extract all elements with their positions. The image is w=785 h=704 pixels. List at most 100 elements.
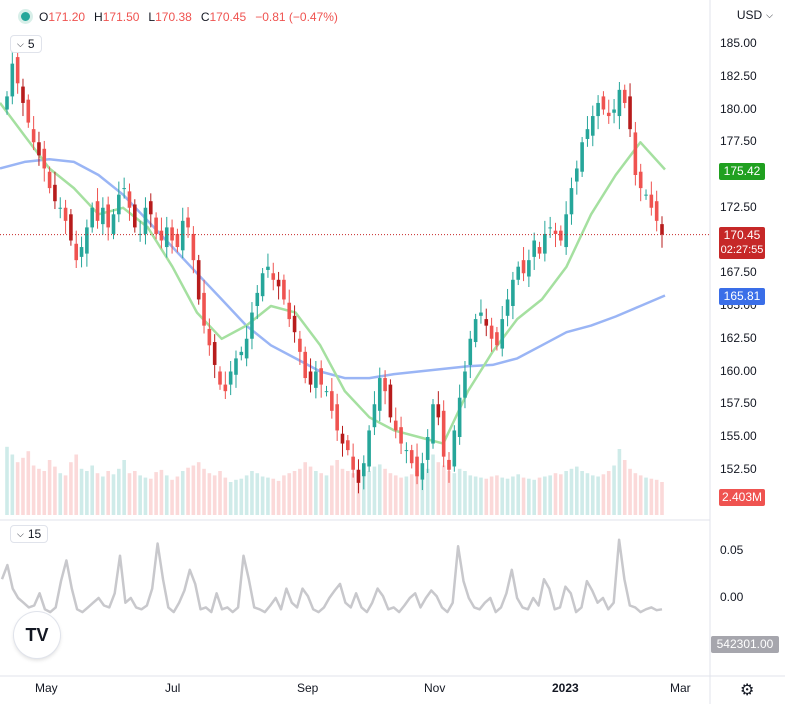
candle-body [585, 129, 590, 139]
candle-body [133, 204, 137, 228]
volume-bar [42, 471, 47, 515]
candle-body [452, 430, 457, 467]
candle-body [276, 279, 281, 287]
volume-bar [431, 454, 435, 515]
volume-bar [250, 471, 254, 515]
volume-bar [196, 462, 201, 515]
open-value: 171.20 [48, 9, 86, 24]
volume-bar [425, 468, 430, 515]
candle-body [335, 404, 339, 431]
candle-body [196, 260, 201, 300]
sub-value-tag: 542301.00 [711, 636, 779, 653]
volume-bar [511, 476, 515, 515]
countdown-value: 02:27:55 [720, 244, 764, 256]
candle-body [367, 430, 371, 467]
open-label: O [39, 9, 49, 24]
volume-bar [133, 471, 137, 515]
tradingview-logo-icon[interactable]: TV [14, 612, 60, 658]
candle-body [633, 132, 638, 175]
volume-bar [314, 471, 318, 515]
candle-body [21, 86, 25, 103]
volume-bar [580, 471, 584, 515]
volume-bar [489, 476, 494, 515]
candle-body [234, 358, 238, 375]
sub-tick-label: 0.00 [720, 590, 744, 604]
volume-bar [37, 468, 41, 515]
candle-body [351, 456, 355, 470]
volume-bar [10, 454, 15, 515]
gear-icon[interactable]: ⚙ [740, 682, 755, 699]
candle-body [553, 230, 558, 234]
volume-bar [191, 465, 196, 515]
volume-bar [292, 471, 297, 515]
main-indicator-toggle[interactable]: ⌵ 5 [10, 35, 42, 53]
candle-body [463, 371, 467, 398]
price-tick-label: 160.00 [720, 363, 757, 378]
currency-selector[interactable]: USD ⌵ [737, 8, 773, 22]
sub-tag-value: 542301.00 [716, 637, 774, 651]
candle-body [377, 378, 382, 411]
volume-bar [202, 468, 206, 515]
volume-bar [143, 477, 148, 515]
candle-body [143, 207, 148, 234]
candle-body [79, 247, 84, 257]
ma-fast-tag-value: 175.42 [723, 164, 761, 178]
time-tick-label: Nov [424, 681, 446, 695]
time-tick-label: Jul [165, 681, 181, 695]
candle-body [511, 279, 515, 306]
candle-body [106, 204, 110, 228]
volume-bar [170, 479, 174, 515]
volume-bar [95, 473, 100, 515]
volume-bar [101, 476, 105, 515]
candle-body [527, 260, 531, 277]
candle-body [85, 227, 89, 254]
candle-body [457, 397, 462, 437]
candle-body [441, 410, 446, 457]
volume-bar [367, 471, 371, 515]
candle-body [393, 420, 398, 431]
candle-body [26, 99, 31, 123]
candle-body [63, 207, 68, 221]
volume-bar [521, 477, 526, 515]
candle-body [484, 319, 489, 326]
candle-body [282, 279, 286, 300]
candle-body [590, 116, 595, 136]
ma-slow-path [0, 158, 666, 380]
volume-bar [404, 476, 409, 515]
volume-bar [319, 473, 323, 515]
ma-fast-path [0, 102, 666, 445]
volume-bar [148, 478, 153, 515]
volume-bar [79, 468, 84, 515]
candle-body [601, 96, 606, 110]
volume-bar [654, 479, 659, 515]
candle-body [628, 96, 632, 130]
volume-bar [351, 473, 355, 515]
candle-body [644, 194, 648, 196]
volume-bar [330, 465, 334, 515]
market-status-icon[interactable] [18, 9, 33, 24]
candle-body [10, 63, 15, 97]
candle-body [420, 463, 425, 480]
volume-bar [388, 473, 393, 515]
volume-bar [74, 454, 79, 515]
volume-bar [393, 475, 398, 515]
candle-body [516, 266, 521, 280]
candle-body [638, 171, 643, 189]
volume-bar [415, 471, 419, 515]
sub-indicator-toggle[interactable]: ⌵ 15 [10, 525, 49, 543]
volume-bar [117, 468, 121, 515]
volume-bar [468, 475, 473, 515]
candle-body [468, 338, 473, 365]
volume-bar [31, 465, 36, 515]
volume-bar [5, 446, 9, 515]
volume-bar [90, 465, 95, 515]
volume-bar [308, 466, 313, 515]
candle-body [37, 142, 41, 156]
volume-bar [628, 468, 632, 515]
change-value: −0.81 (−0.47%) [255, 9, 338, 24]
candle-body [175, 233, 180, 248]
volume-bar [53, 466, 57, 515]
volume-bar [180, 471, 185, 515]
